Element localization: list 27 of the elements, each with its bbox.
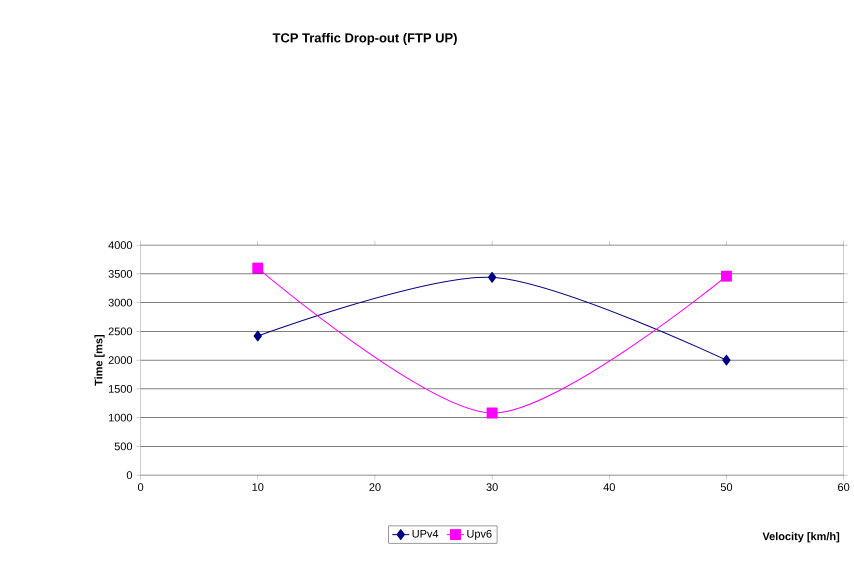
y-tick-label: 1500	[108, 385, 132, 393]
point	[720, 270, 732, 282]
legend-label: UPv4	[412, 530, 438, 538]
y-tick-label: 0	[126, 471, 132, 480]
point	[488, 272, 496, 283]
point	[252, 262, 264, 274]
y-tick-label: 1000	[108, 414, 132, 422]
y-tick-label: 4000	[108, 241, 132, 250]
x-tick-label: 0	[138, 483, 144, 491]
legend-label: Upv6	[467, 530, 492, 540]
chart-title: TCP Traffic Drop-out (FTP UP)	[272, 32, 457, 46]
point	[722, 354, 731, 366]
y-tick-label: 3000	[108, 298, 132, 307]
x-tick-label: 30	[486, 483, 498, 491]
x-tick-label: 50	[720, 483, 732, 491]
point	[254, 330, 262, 342]
y-tick-label: 2000	[108, 356, 132, 364]
point	[486, 408, 498, 419]
x-tick-label: 40	[603, 483, 615, 491]
x-tick-label: 20	[369, 483, 381, 491]
y-tick-label: 500	[114, 442, 132, 450]
y-tick-label: 3500	[108, 270, 132, 278]
y-axis-title: Time [ms]	[94, 334, 105, 386]
x-tick-label: 10	[252, 483, 264, 491]
x-axis-title: Velocity [km/h]	[762, 532, 840, 542]
y-tick-label: 2500	[108, 328, 132, 336]
x-tick-label: 60	[838, 483, 850, 491]
